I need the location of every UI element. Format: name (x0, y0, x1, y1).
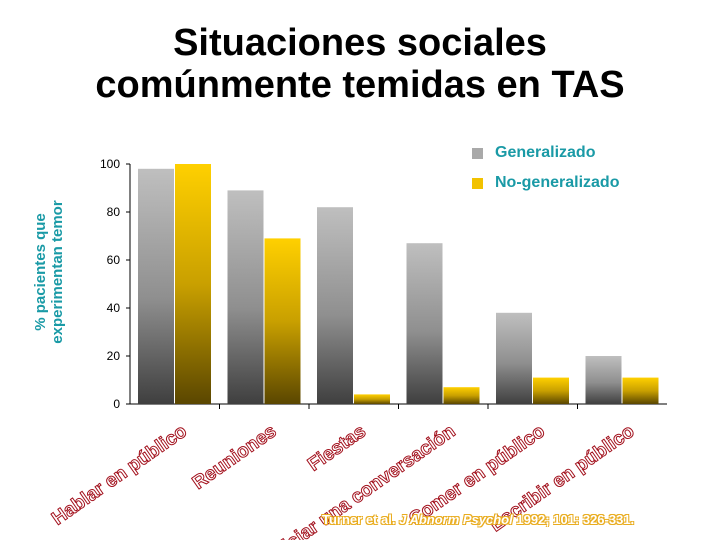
citation: Turner et al. J Abnorm Psychol 1992; 101… (322, 512, 634, 527)
y-tick-label: 40 (107, 301, 121, 315)
bar-generalizado (585, 356, 622, 404)
citation-authors: Turner et al. (322, 512, 396, 527)
chart-axes: 0 20 40 60 80 100 (100, 157, 667, 411)
legend-label-no-generalizado: No-generalizado (495, 174, 620, 191)
category-label-text: Fiestas (304, 421, 370, 476)
bar-no-generalizado (264, 238, 301, 404)
bar-generalizado (406, 243, 443, 404)
y-tick-label: 0 (113, 397, 120, 411)
bar-generalizado (138, 168, 174, 404)
legend-entry-generalizado: Generalizado (472, 138, 619, 168)
y-tick-label: 100 (100, 157, 120, 171)
bar-no-generalizado (622, 377, 659, 404)
chart-title-line-2: comúnmente temidas en TAS (95, 64, 625, 106)
y-tick-label: 80 (107, 205, 121, 219)
category-label-text: Hablar en público (48, 421, 191, 530)
category-label: Fiestas (304, 420, 371, 476)
legend-swatch-generalizado (472, 147, 483, 159)
chart-title-line-1: Situaciones sociales (173, 22, 547, 64)
y-tick-label: 60 (107, 253, 121, 267)
bar-generalizado (496, 312, 532, 404)
bar-generalizado (317, 207, 353, 404)
bar-no-generalizado (533, 377, 569, 404)
citation-details: 1992; 101: 326-331. (516, 512, 635, 527)
chart-bars (138, 164, 659, 404)
category-label: Reuniones (188, 420, 281, 494)
chart-title: Situaciones sociales comúnmente temidas … (0, 22, 720, 106)
y-tick-label: 20 (107, 349, 121, 363)
bar-no-generalizado (443, 387, 480, 404)
legend-swatch-no-generalizado (472, 177, 483, 189)
legend: Generalizado No-generalizado (472, 138, 619, 198)
bar-no-generalizado (175, 164, 211, 404)
bar-no-generalizado (354, 394, 390, 404)
category-label: Hablar en público (48, 420, 192, 530)
legend-entry-no-generalizado: No-generalizado (472, 168, 619, 198)
category-label-text: Reuniones (189, 421, 281, 494)
citation-journal: J Abnorm Psychol (399, 512, 513, 527)
legend-label-generalizado: Generalizado (495, 144, 596, 161)
bar-generalizado (227, 190, 264, 404)
